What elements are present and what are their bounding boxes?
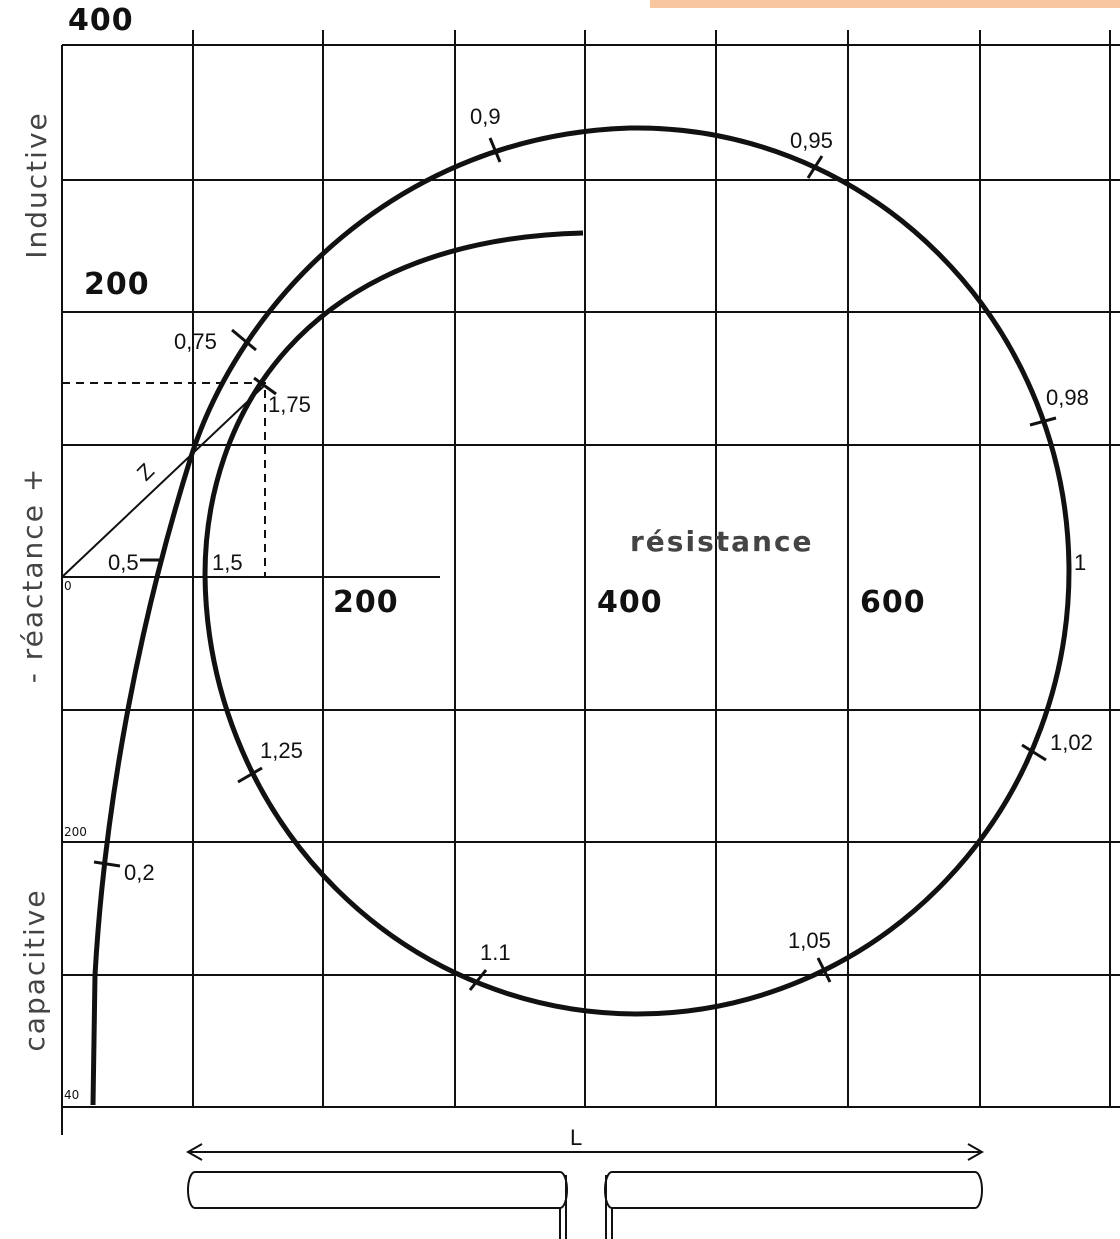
side-label: Inductive: [20, 111, 53, 258]
marker-label: 0,95: [790, 128, 833, 153]
label-bg: [18, 80, 58, 280]
grid: [61, 30, 1120, 1135]
marker-label: 0,9: [470, 104, 501, 129]
side-label: capacitive: [18, 888, 51, 1051]
projection: [62, 382, 266, 577]
x-label: 200: [333, 585, 399, 620]
marker-label: 1: [1074, 550, 1086, 575]
marker-label: 1.1: [480, 940, 511, 965]
small-label: 0: [64, 579, 72, 593]
top-bar: [650, 0, 1120, 8]
x-title: résistance: [630, 525, 814, 558]
length-label: L: [570, 1125, 582, 1150]
y-label: 200: [84, 267, 150, 302]
side-label: - réactance +: [16, 467, 49, 684]
label-bg: [18, 420, 58, 720]
small-label: 200: [64, 825, 87, 839]
marker-label: 1,05: [788, 928, 831, 953]
label-bg: [10, 820, 58, 1080]
marker-label: 1,5: [212, 550, 243, 575]
curve-ticks: [93, 137, 1057, 991]
y-label: 400: [68, 3, 134, 38]
marker-label: 1,75: [268, 392, 311, 417]
marker-label: 1,25: [260, 738, 303, 763]
small-label: 40: [64, 1088, 79, 1102]
x-label: 600: [860, 585, 926, 620]
z-vector: [61, 384, 266, 578]
marker-label: 0,5: [108, 550, 139, 575]
marker-label: 0,75: [174, 329, 217, 354]
marker-label: 0,98: [1046, 385, 1089, 410]
x-label: 400: [597, 585, 663, 620]
impedance-curve: [90, 125, 1072, 1106]
marker-label: 1,02: [1050, 730, 1093, 755]
marker-label: 0,2: [124, 860, 155, 885]
antenna: L: [185, 1125, 985, 1239]
z-label: Z: [132, 458, 159, 485]
